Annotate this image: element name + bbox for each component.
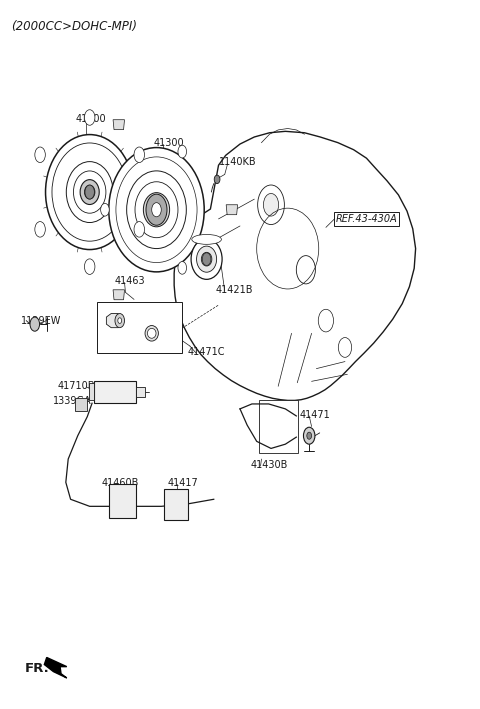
Text: FR.: FR. bbox=[24, 661, 49, 674]
Ellipse shape bbox=[191, 239, 222, 279]
Circle shape bbox=[30, 317, 39, 331]
Circle shape bbox=[178, 145, 187, 158]
Text: (2000CC>DOHC-MPI): (2000CC>DOHC-MPI) bbox=[11, 20, 137, 33]
Polygon shape bbox=[113, 290, 124, 300]
Bar bbox=[164, 489, 189, 520]
Text: 41417: 41417 bbox=[168, 478, 198, 488]
Bar bbox=[136, 387, 145, 397]
Text: 41467: 41467 bbox=[147, 310, 178, 320]
Ellipse shape bbox=[109, 147, 204, 272]
Circle shape bbox=[202, 253, 211, 265]
Ellipse shape bbox=[84, 185, 95, 199]
Circle shape bbox=[296, 256, 315, 284]
Circle shape bbox=[134, 147, 144, 162]
Bar bbox=[259, 400, 298, 453]
Circle shape bbox=[101, 203, 109, 216]
Bar bbox=[75, 398, 87, 411]
Circle shape bbox=[146, 194, 167, 225]
Bar bbox=[109, 484, 136, 518]
Polygon shape bbox=[44, 657, 67, 678]
Bar bbox=[89, 384, 95, 401]
Text: 41710B: 41710B bbox=[58, 381, 95, 391]
Polygon shape bbox=[174, 131, 416, 401]
Circle shape bbox=[318, 309, 334, 332]
Polygon shape bbox=[113, 120, 124, 130]
Circle shape bbox=[35, 147, 45, 162]
Bar bbox=[97, 302, 182, 353]
Text: 41430B: 41430B bbox=[251, 459, 288, 469]
Circle shape bbox=[303, 428, 315, 445]
Ellipse shape bbox=[197, 246, 216, 272]
Circle shape bbox=[214, 175, 220, 184]
Text: 41300: 41300 bbox=[153, 138, 184, 147]
Circle shape bbox=[152, 203, 161, 217]
Ellipse shape bbox=[144, 193, 169, 227]
Circle shape bbox=[115, 313, 124, 328]
Circle shape bbox=[264, 194, 279, 216]
Ellipse shape bbox=[147, 328, 156, 338]
Text: 41471: 41471 bbox=[300, 410, 330, 420]
Text: 41471C: 41471C bbox=[188, 347, 225, 357]
Ellipse shape bbox=[80, 179, 99, 204]
Ellipse shape bbox=[201, 252, 212, 266]
Ellipse shape bbox=[192, 235, 221, 245]
Circle shape bbox=[134, 222, 144, 237]
Polygon shape bbox=[226, 205, 238, 215]
Text: 41466: 41466 bbox=[134, 336, 165, 346]
Polygon shape bbox=[107, 313, 118, 328]
Circle shape bbox=[84, 110, 95, 125]
Circle shape bbox=[338, 337, 352, 357]
Bar bbox=[95, 381, 136, 403]
Ellipse shape bbox=[145, 325, 158, 341]
Text: 41421B: 41421B bbox=[215, 284, 252, 294]
Circle shape bbox=[118, 318, 121, 323]
Text: 41460B: 41460B bbox=[102, 478, 139, 488]
Text: 1339GA: 1339GA bbox=[53, 396, 92, 406]
Text: 1129EW: 1129EW bbox=[21, 316, 61, 325]
Text: 41463: 41463 bbox=[115, 276, 145, 286]
Circle shape bbox=[307, 432, 312, 440]
Ellipse shape bbox=[46, 135, 134, 250]
Circle shape bbox=[178, 262, 187, 274]
Text: 41100: 41100 bbox=[75, 114, 106, 124]
Text: 1140KB: 1140KB bbox=[218, 157, 256, 167]
Text: REF.43-430A: REF.43-430A bbox=[336, 214, 397, 224]
Circle shape bbox=[35, 222, 45, 237]
Circle shape bbox=[84, 259, 95, 274]
Circle shape bbox=[85, 185, 95, 199]
Circle shape bbox=[258, 185, 284, 225]
